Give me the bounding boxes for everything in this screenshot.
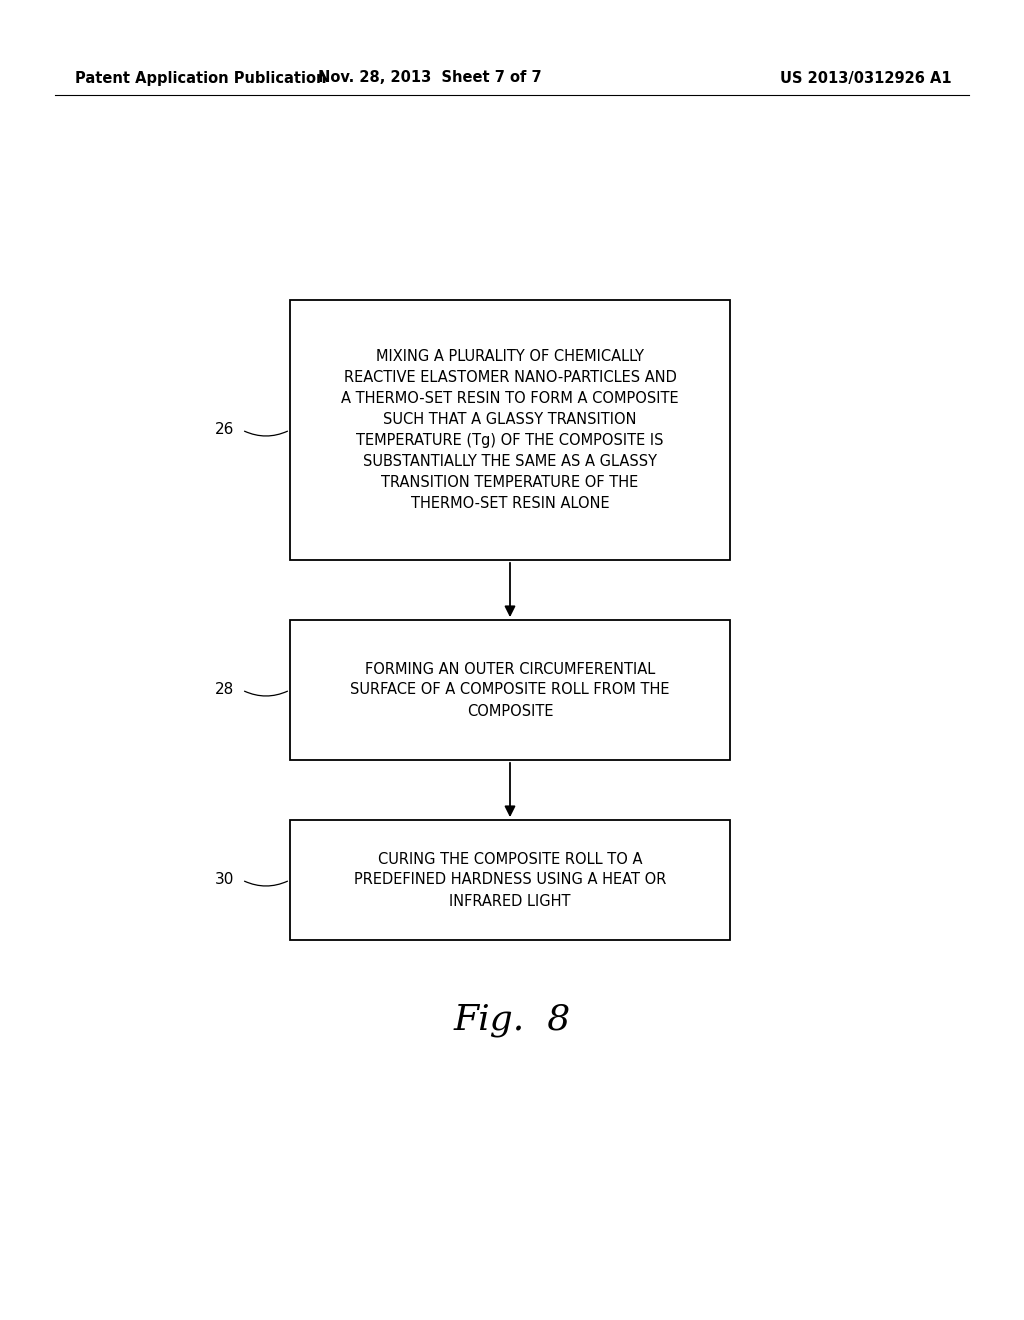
Text: MIXING A PLURALITY OF CHEMICALLY
REACTIVE ELASTOMER NANO-PARTICLES AND
A THERMO-: MIXING A PLURALITY OF CHEMICALLY REACTIV… [341,348,679,511]
Bar [290,620,730,760]
Text: Fig.  8: Fig. 8 [454,1003,570,1038]
Bar [290,820,730,940]
Text: CURING THE COMPOSITE ROLL TO A
PREDEFINED HARDNESS USING A HEAT OR
INFRARED LIGH: CURING THE COMPOSITE ROLL TO A PREDEFINE… [354,851,667,908]
Text: FORMING AN OUTER CIRCUMFERENTIAL
SURFACE OF A COMPOSITE ROLL FROM THE
COMPOSITE: FORMING AN OUTER CIRCUMFERENTIAL SURFACE… [350,661,670,718]
Bar [290,300,730,560]
Text: Patent Application Publication: Patent Application Publication [75,70,327,86]
Text: Nov. 28, 2013  Sheet 7 of 7: Nov. 28, 2013 Sheet 7 of 7 [318,70,542,86]
Text: 26: 26 [215,422,234,437]
Text: 28: 28 [215,682,234,697]
Text: 30: 30 [215,873,234,887]
Text: US 2013/0312926 A1: US 2013/0312926 A1 [780,70,951,86]
